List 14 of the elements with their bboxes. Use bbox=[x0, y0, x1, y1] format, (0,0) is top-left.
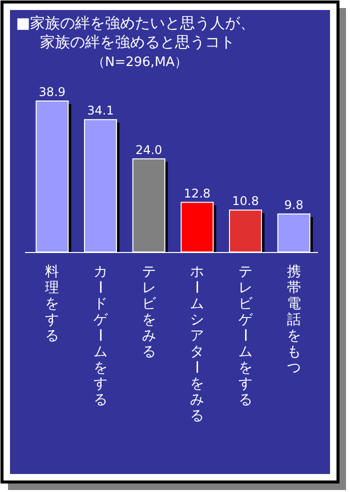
value-label: 12.8 bbox=[184, 186, 211, 200]
title: ■家族の絆を強めたいと思う人が、家族の絆を強めると思うコト bbox=[16, 14, 256, 51]
value-label: 38.9 bbox=[38, 85, 66, 99]
value-label: 24.0 bbox=[135, 142, 162, 157]
value-label: 9.8 bbox=[284, 198, 304, 212]
category: 料理をする bbox=[45, 264, 60, 344]
value-label: 34.1 bbox=[87, 104, 114, 118]
value-label: 10.8 bbox=[232, 194, 259, 208]
category: カードゲームをする bbox=[92, 264, 108, 408]
subtitle: （N=296,MA） bbox=[92, 55, 188, 70]
category: テレビゲームをする bbox=[236, 264, 252, 408]
category: 携帯電話をもつ bbox=[286, 264, 301, 376]
category: ホームシアターをみる bbox=[188, 264, 204, 424]
category: テレビをみる bbox=[142, 264, 156, 360]
